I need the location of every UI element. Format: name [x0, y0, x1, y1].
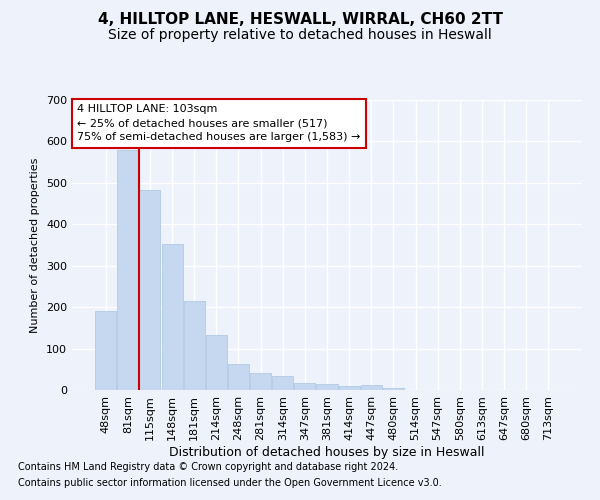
- Bar: [228, 364, 249, 390]
- X-axis label: Distribution of detached houses by size in Heswall: Distribution of detached houses by size …: [169, 446, 485, 458]
- Text: Contains public sector information licensed under the Open Government Licence v3: Contains public sector information licen…: [18, 478, 442, 488]
- Text: 4, HILLTOP LANE, HESWALL, WIRRAL, CH60 2TT: 4, HILLTOP LANE, HESWALL, WIRRAL, CH60 2…: [97, 12, 503, 28]
- Text: Contains HM Land Registry data © Crown copyright and database right 2024.: Contains HM Land Registry data © Crown c…: [18, 462, 398, 472]
- Bar: [250, 372, 271, 390]
- Bar: [272, 376, 293, 390]
- Bar: [316, 384, 338, 390]
- Bar: [118, 150, 139, 390]
- Bar: [383, 388, 404, 390]
- Text: 4 HILLTOP LANE: 103sqm
← 25% of detached houses are smaller (517)
75% of semi-de: 4 HILLTOP LANE: 103sqm ← 25% of detached…: [77, 104, 361, 142]
- Bar: [161, 244, 182, 390]
- Bar: [184, 301, 205, 390]
- Bar: [338, 386, 359, 390]
- Text: Size of property relative to detached houses in Heswall: Size of property relative to detached ho…: [108, 28, 492, 42]
- Bar: [295, 383, 316, 390]
- Bar: [361, 386, 382, 390]
- Bar: [139, 190, 160, 390]
- Y-axis label: Number of detached properties: Number of detached properties: [31, 158, 40, 332]
- Bar: [206, 335, 227, 390]
- Bar: [95, 312, 116, 390]
